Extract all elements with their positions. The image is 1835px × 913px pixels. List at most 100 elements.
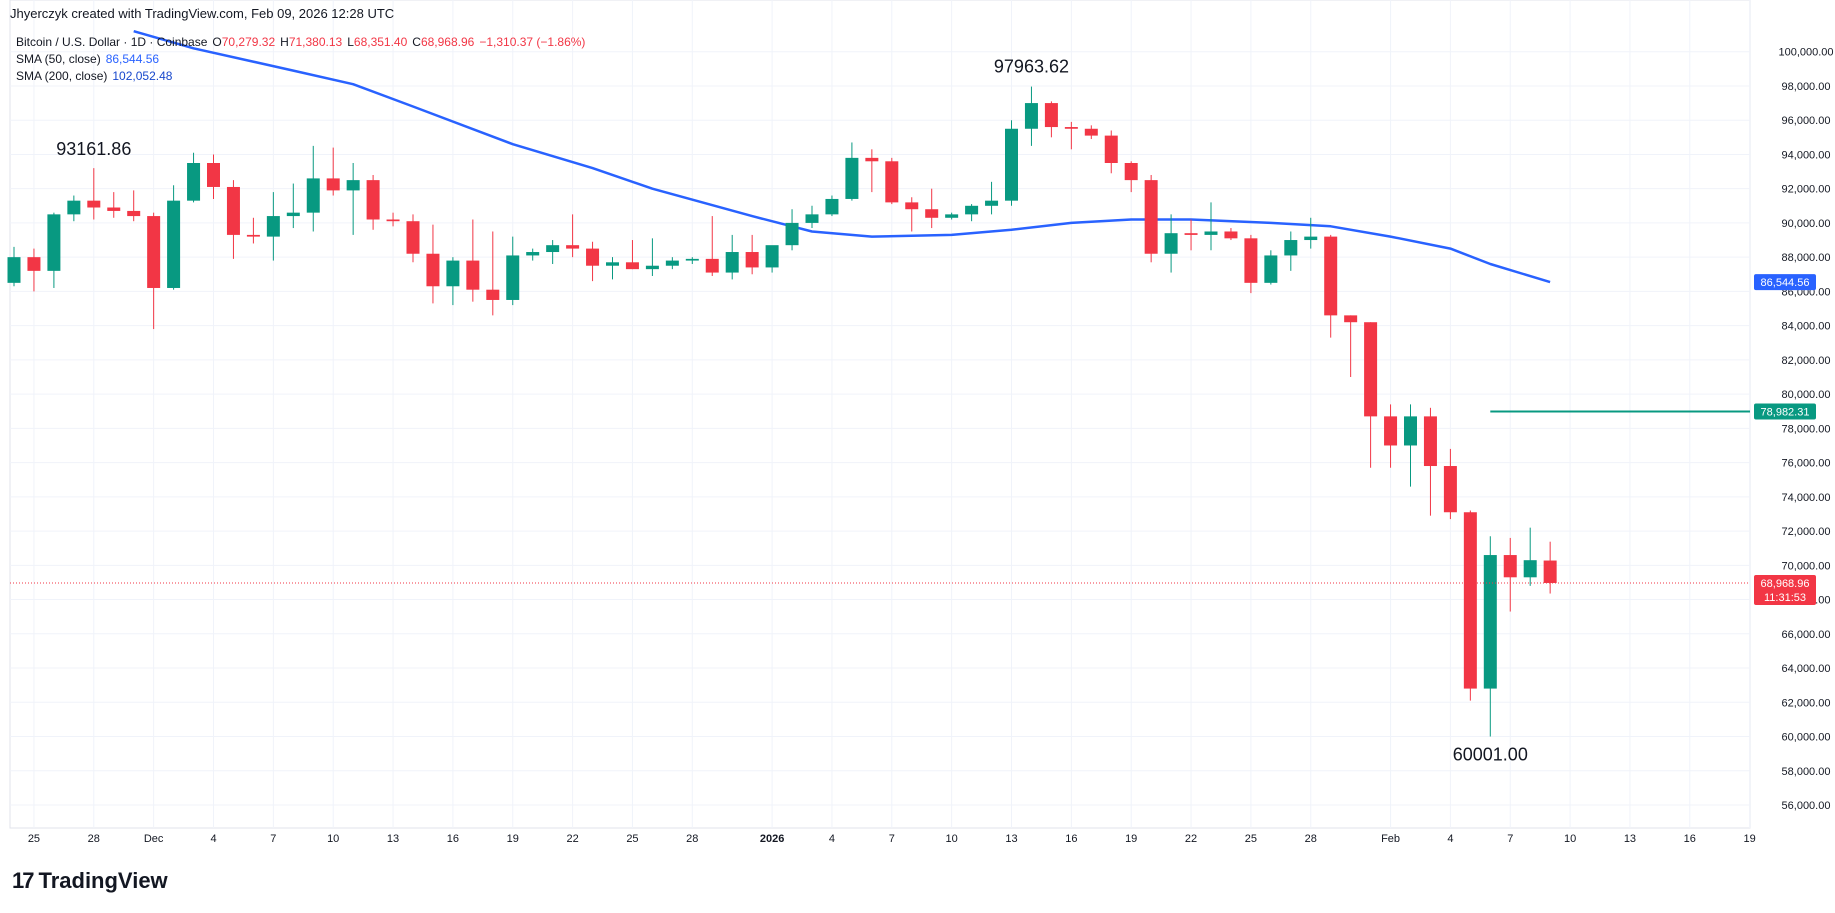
y-tick-label: 56,000.00 [1782, 800, 1831, 812]
candle-down [705, 216, 719, 276]
candle-body [246, 234, 260, 237]
x-tick-label: Dec [144, 833, 164, 845]
candle-up [645, 238, 659, 276]
y-tick-label: 76,000.00 [1782, 458, 1831, 470]
candle-down [745, 234, 759, 275]
low-value: 68,351.40 [353, 35, 408, 49]
candle-down [1443, 448, 1457, 520]
candle-body [187, 163, 201, 201]
candle-body [366, 180, 380, 220]
candle-up [685, 257, 699, 265]
candle-body [266, 216, 280, 237]
x-tick-label: 10 [946, 833, 958, 845]
candles-layer [7, 86, 1750, 737]
candle-body [965, 205, 979, 215]
candle-up [1024, 86, 1038, 146]
candle-body [945, 214, 959, 218]
x-tick-label: 28 [88, 833, 100, 845]
candle-down [1124, 161, 1138, 193]
countdown-label: 11:31:53 [1764, 592, 1806, 604]
x-tick-label: 10 [327, 833, 339, 845]
candle-up [845, 142, 859, 201]
candle-body [207, 163, 220, 187]
candle-down [566, 214, 580, 258]
candle-body [1344, 315, 1358, 323]
candle-up [1304, 217, 1318, 249]
candle-body [107, 207, 121, 211]
candle-body [87, 200, 101, 208]
candle-down [386, 212, 400, 227]
candle-up [167, 185, 181, 290]
candle-body [506, 255, 520, 300]
price-axis[interactable]: 56,000.00 58,000.00 60,000.00 62,000.00 64,0… [1754, 47, 1834, 812]
y-tick-label: 80,000.00 [1782, 389, 1831, 401]
candle-down [1244, 234, 1258, 294]
candle-down [207, 154, 220, 199]
tradingview-logo-icon: 17 [12, 868, 35, 893]
candle-down [406, 214, 420, 263]
candle-body [1005, 128, 1018, 201]
candle-body [1064, 127, 1078, 129]
candle-body [147, 216, 161, 288]
x-tick-label: 25 [28, 833, 40, 845]
candle-down [466, 219, 480, 302]
candle-up [1005, 120, 1018, 206]
candle-body [1443, 466, 1457, 513]
sma50-row[interactable]: SMA (50, close) 86,544.56 [16, 51, 590, 68]
price-label-bg [1754, 274, 1816, 291]
y-tick-label: 72,000.00 [1782, 526, 1831, 538]
x-tick-label: 19 [507, 833, 519, 845]
candle-up [526, 248, 540, 261]
candle-down [865, 149, 879, 193]
candle-down [326, 147, 340, 196]
x-tick-label: 13 [1624, 833, 1636, 845]
candle-up [805, 205, 819, 229]
candle-body [386, 219, 400, 222]
price-label-bg [1754, 574, 1816, 605]
time-axis[interactable]: 25 28 Dec 4 7 10 13 16 19 22 25 28 2026 4 7 10 13 16 19 22 2… [28, 833, 1756, 845]
candle-down [1324, 234, 1338, 338]
candle-down [127, 190, 141, 222]
candle-up [67, 195, 81, 222]
x-tick-label: 10 [1564, 833, 1576, 845]
candle-body [925, 209, 939, 218]
candle-body [1084, 128, 1098, 136]
x-tick-label: 16 [1684, 833, 1696, 845]
candle-up [965, 204, 979, 222]
price-annotation: 97963.62 [994, 57, 1069, 77]
sma50-label: SMA (50, close) [16, 52, 101, 66]
symbol-title[interactable]: Bitcoin / U.S. Dollar · 1D · Coinbase [16, 35, 208, 49]
candle-body [1104, 135, 1118, 163]
candle-body [645, 265, 659, 270]
candle-body [1164, 233, 1178, 254]
price-label: 86,544.56 [1761, 277, 1810, 289]
x-tick-label: 22 [566, 833, 578, 845]
candle-body [865, 157, 879, 162]
low-label: L [347, 35, 354, 49]
candle-body [466, 260, 480, 290]
candle-body [1264, 255, 1278, 283]
candle-body [286, 212, 300, 217]
candle-body [1024, 103, 1038, 129]
symbol-row: Bitcoin / U.S. Dollar · 1D · Coinbase O70… [16, 34, 590, 51]
high-value: 71,380.13 [288, 35, 343, 49]
candle-body [825, 198, 839, 215]
sma50-line [133, 29, 1551, 284]
candle-body [625, 262, 639, 270]
y-tick-label: 88,000.00 [1782, 252, 1831, 264]
x-tick-label: Feb [1381, 833, 1400, 845]
candle-up [1523, 527, 1537, 586]
candle-body [1463, 512, 1477, 689]
sma200-row[interactable]: SMA (200, close) 102,052.48 [16, 68, 590, 85]
candle-body [1324, 236, 1338, 316]
candle-down [1224, 228, 1238, 241]
candle-down [1104, 130, 1118, 174]
y-tick-label: 58,000.00 [1782, 766, 1831, 778]
candle-body [127, 210, 141, 217]
candle-down [1543, 541, 1557, 594]
candle-body [486, 289, 500, 300]
candle-up [266, 192, 280, 261]
tradingview-logo[interactable]: 17 TradingView [12, 868, 168, 894]
candle-body [1204, 231, 1218, 235]
